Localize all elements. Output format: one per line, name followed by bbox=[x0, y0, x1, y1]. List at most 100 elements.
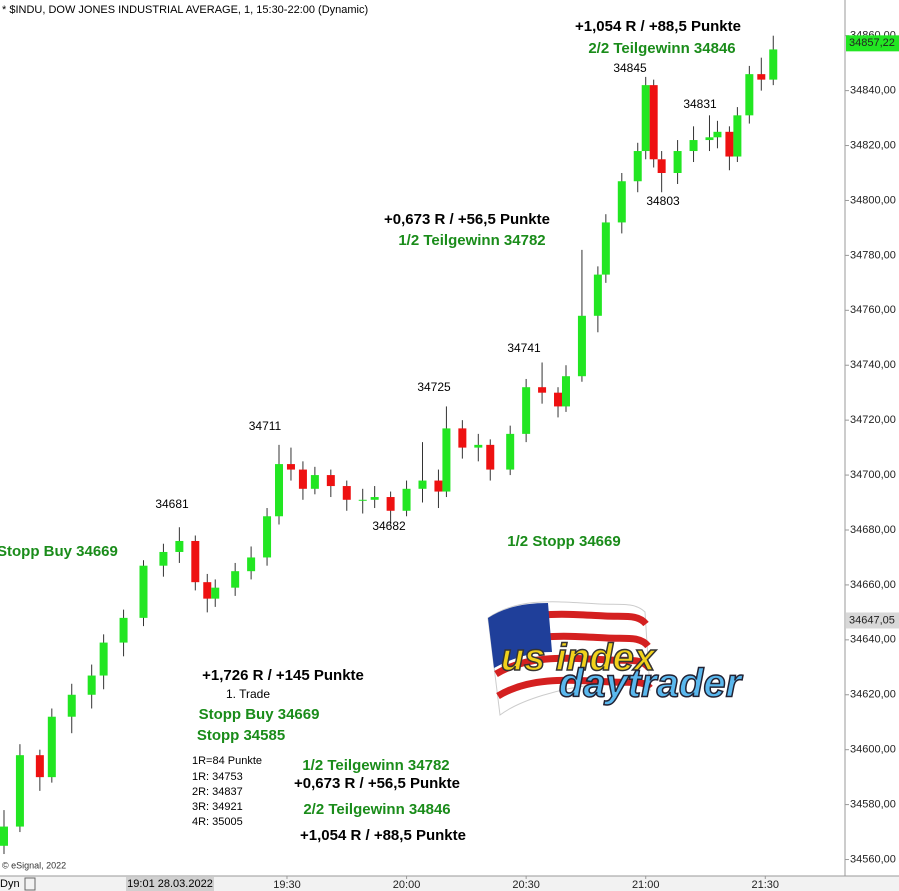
candle-body bbox=[601, 222, 610, 275]
y-tick-label: 34580,00 bbox=[850, 799, 896, 811]
y-tick-label: 34640,00 bbox=[850, 634, 896, 646]
candle-body bbox=[47, 716, 56, 778]
candle-body bbox=[458, 428, 467, 448]
candle-body bbox=[275, 464, 284, 517]
candle-body bbox=[522, 387, 531, 434]
annotation: 4R: 35005 bbox=[192, 816, 243, 828]
annotation: +1,726 R / +145 Punkte bbox=[202, 667, 364, 684]
x-tick-label: 21:30 bbox=[752, 879, 780, 891]
annotation: 3R: 34921 bbox=[192, 801, 243, 813]
candle-body bbox=[0, 826, 8, 846]
annotation: +1,054 R / +88,5 Punkte bbox=[300, 827, 466, 844]
annotation: 1/2 Stopp 34669 bbox=[507, 533, 620, 550]
cursor-date-box bbox=[126, 877, 214, 891]
chart-title: * $INDU, DOW JONES INDUSTRIAL AVERAGE, 1… bbox=[2, 4, 368, 16]
candle-body bbox=[593, 274, 602, 316]
annotation: +0,673 R / +56,5 Punkte bbox=[384, 211, 550, 228]
candle-body bbox=[442, 428, 451, 492]
annotation: 34681 bbox=[155, 497, 189, 511]
lock-icon bbox=[24, 877, 36, 891]
candle-body bbox=[310, 475, 319, 489]
annotation: Stopp Buy 34669 bbox=[199, 706, 320, 723]
price-marker bbox=[846, 35, 899, 52]
mode: Dyn bbox=[0, 878, 20, 890]
y-tick-label: 34680,00 bbox=[850, 524, 896, 536]
annotation: 2R: 34837 bbox=[192, 786, 243, 798]
candle-body bbox=[554, 392, 563, 407]
y-tick-label: 34800,00 bbox=[850, 194, 896, 206]
y-tick-label: 34840,00 bbox=[850, 85, 896, 97]
candle-body bbox=[506, 433, 515, 470]
candle-body bbox=[203, 582, 212, 599]
candle-body bbox=[175, 540, 184, 552]
y-tick-label: 34620,00 bbox=[850, 689, 896, 701]
annotation: 1. Trade bbox=[226, 687, 270, 701]
candle-body bbox=[15, 755, 24, 827]
price-marker-label: 34857,22 bbox=[849, 37, 895, 49]
candle-body bbox=[418, 480, 427, 489]
candle-body bbox=[342, 486, 351, 500]
candle-body bbox=[370, 497, 379, 500]
annotation: Stopp Buy 34669 bbox=[0, 543, 118, 560]
y-tick-label: 34720,00 bbox=[850, 414, 896, 426]
logo: us index daytrader bbox=[487, 601, 744, 716]
annotation: 1R: 34753 bbox=[192, 771, 243, 783]
annotation: Stopp 34585 bbox=[197, 727, 285, 744]
candle-body bbox=[641, 85, 650, 152]
annotation: +1,054 R / +88,5 Punkte bbox=[575, 18, 741, 35]
flag-stripe bbox=[496, 676, 653, 700]
annotation: 34711 bbox=[249, 419, 282, 433]
annotation: 1/2 Teilgewinn 34782 bbox=[398, 232, 545, 249]
time-axis-band bbox=[0, 876, 899, 891]
x-tick-label: 20:30 bbox=[512, 879, 540, 891]
annotation: 1R=84 Punkte bbox=[192, 755, 262, 767]
candle-body bbox=[474, 444, 483, 448]
candle-body bbox=[386, 497, 395, 511]
y-tick-label: 34560,00 bbox=[850, 853, 896, 865]
logo-text: daytrader bbox=[559, 662, 744, 706]
candle-body bbox=[326, 475, 335, 487]
annotation: 1/2 Teilgewinn 34782 bbox=[302, 757, 449, 774]
candle-body bbox=[561, 376, 570, 407]
candle-body bbox=[657, 159, 666, 174]
candle-body bbox=[538, 387, 547, 393]
source: © eSignal, 2022 bbox=[2, 860, 66, 870]
candle-body bbox=[87, 675, 96, 695]
flag-canton bbox=[488, 603, 552, 668]
candle-body bbox=[757, 74, 766, 80]
price-marker bbox=[846, 612, 899, 629]
candle-body bbox=[231, 571, 240, 588]
candle-body bbox=[286, 464, 295, 470]
annotation: +0,673 R / +56,5 Punkte bbox=[294, 775, 460, 792]
candle-body bbox=[673, 151, 682, 174]
annotation: 2/2 Teilgewinn 34846 bbox=[588, 40, 735, 57]
candle-body bbox=[733, 115, 742, 157]
candle-body bbox=[247, 557, 256, 572]
annotation: 34741 bbox=[507, 341, 541, 355]
logo-text: us index bbox=[501, 637, 657, 679]
candle-body bbox=[263, 516, 272, 558]
y-tick-label: 34780,00 bbox=[850, 249, 896, 261]
y-tick-label: 34820,00 bbox=[850, 139, 896, 151]
annotation: 34845 bbox=[613, 61, 647, 75]
candle-body bbox=[617, 181, 626, 223]
candle-body bbox=[119, 617, 128, 643]
y-tick-label: 34700,00 bbox=[850, 469, 896, 481]
y-tick-label: 34740,00 bbox=[850, 359, 896, 371]
candle-body bbox=[99, 642, 108, 676]
cursor-date: 19:01 28.03.2022 bbox=[127, 878, 213, 890]
candle-body bbox=[67, 694, 76, 717]
candle-body bbox=[35, 755, 44, 778]
annotation: 34803 bbox=[646, 194, 680, 208]
candle-body bbox=[139, 565, 148, 618]
x-tick-label: 20:00 bbox=[393, 879, 421, 891]
y-tick-label: 34600,00 bbox=[850, 744, 896, 756]
annotation: 34725 bbox=[417, 380, 451, 394]
candle-body bbox=[358, 499, 367, 501]
candle-body bbox=[725, 131, 734, 157]
candle-body bbox=[745, 74, 754, 116]
candle-body bbox=[434, 480, 443, 492]
y-tick-label: 34760,00 bbox=[850, 304, 896, 316]
